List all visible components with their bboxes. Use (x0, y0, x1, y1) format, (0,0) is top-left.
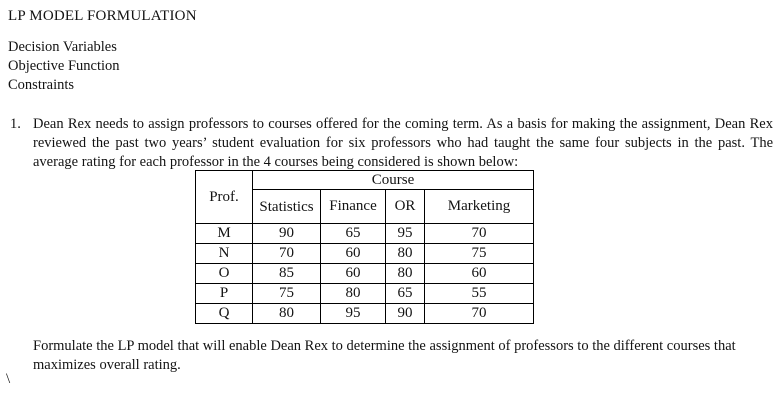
table-row: P 75 80 65 55 (195, 283, 534, 304)
rating-cell: 85 (252, 263, 321, 284)
outline-item-constraints: Constraints (8, 77, 75, 93)
rating-cell: 65 (320, 223, 386, 244)
rating-cell: 80 (252, 303, 321, 324)
rating-cell: 60 (424, 263, 534, 284)
table-row: O 85 60 80 60 (195, 263, 534, 284)
table-row: M 90 65 95 70 (195, 223, 534, 244)
rating-cell: 95 (385, 223, 425, 244)
prof-cell: M (195, 223, 253, 244)
rating-cell: 60 (320, 263, 386, 284)
rating-cell: 70 (424, 303, 534, 324)
column-header-marketing: Marketing (424, 189, 534, 224)
rating-cell: 90 (385, 303, 425, 324)
prof-cell: N (195, 243, 253, 264)
ratings-table: Prof. Course Statistics Finance OR Marke… (195, 170, 534, 324)
rating-cell: 55 (424, 283, 534, 304)
problem-statement: 1. Dean Rex needs to assign professors t… (10, 115, 773, 171)
outline-item-objective-function: Objective Function (8, 58, 120, 74)
outline-list: Decision Variables Objective Function Co… (8, 38, 120, 95)
table-row: Q 80 95 90 70 (195, 303, 534, 324)
column-header-finance: Finance (320, 189, 386, 224)
rating-cell: 90 (252, 223, 321, 244)
rating-cell: 60 (320, 243, 386, 264)
rating-cell: 70 (424, 223, 534, 244)
problem-number: 1. (10, 116, 21, 132)
prof-cell: P (195, 283, 253, 304)
prof-cell: Q (195, 303, 253, 324)
rating-cell: 75 (424, 243, 534, 264)
prof-cell: O (195, 263, 253, 284)
course-group-header: Course (252, 170, 534, 190)
rating-cell: 80 (320, 283, 386, 304)
page-title: LP MODEL FORMULATION (8, 8, 197, 24)
rating-cell: 80 (385, 243, 425, 264)
rating-cell: 95 (320, 303, 386, 324)
outline-item-decision-variables: Decision Variables (8, 39, 117, 55)
rating-cell: 75 (252, 283, 321, 304)
rating-cell: 65 (385, 283, 425, 304)
column-header-statistics: Statistics (252, 189, 321, 224)
prof-corner-header: Prof. (195, 170, 253, 224)
problem-text: Dean Rex needs to assign professors to c… (33, 116, 773, 170)
table-row: N 70 60 80 75 (195, 243, 534, 264)
rating-cell: 70 (252, 243, 321, 264)
closing-instruction: Formulate the LP model that will enable … (33, 338, 736, 373)
table-column-header-row: Statistics Finance OR Marketing (196, 189, 534, 224)
rating-cell: 80 (385, 263, 425, 284)
column-header-or: OR (385, 189, 425, 224)
backslash-mark: \ (6, 371, 11, 387)
table-group-header-row: Prof. Course (195, 170, 534, 224)
